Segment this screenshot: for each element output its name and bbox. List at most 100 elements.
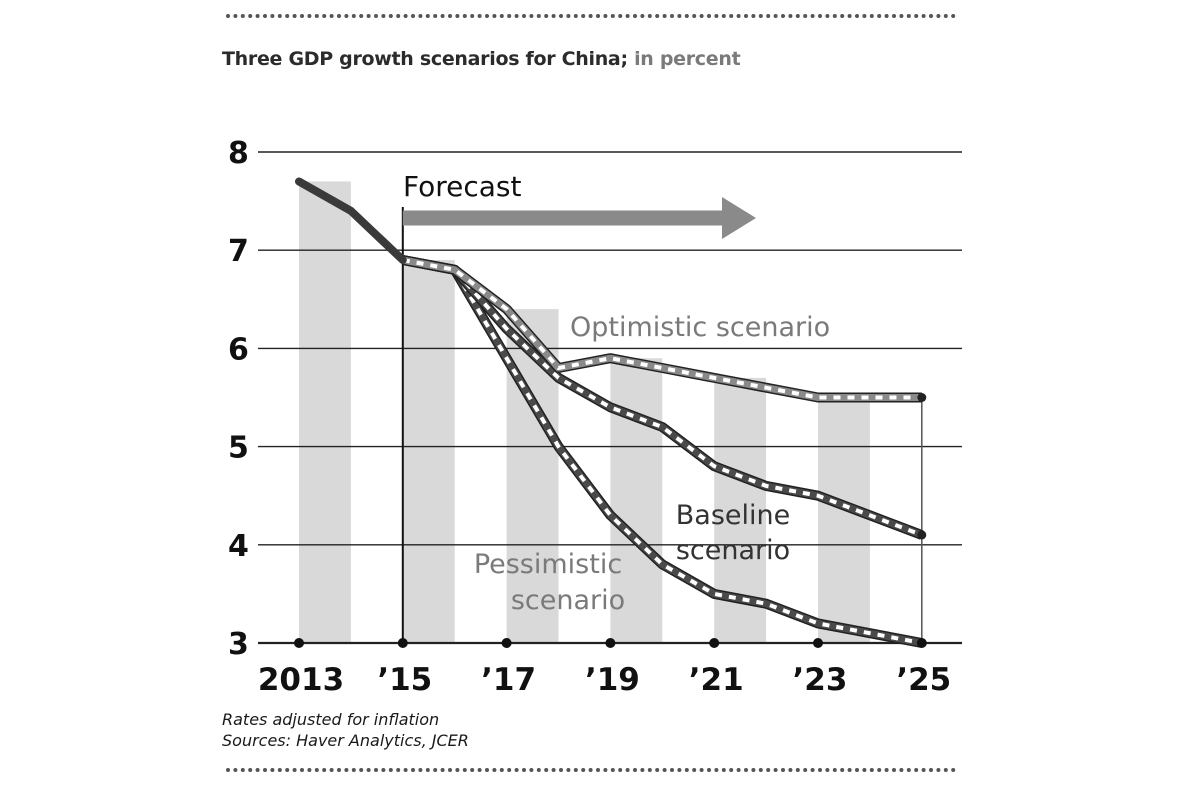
bottom-rule-dot: [744, 768, 748, 772]
top-rule-dot: [877, 14, 882, 18]
bottom-rule-dot: [729, 768, 734, 772]
forecast-label: Forecast: [403, 170, 522, 203]
bottom-rule-dot: [906, 768, 911, 772]
top-rule-dot: [544, 14, 549, 18]
top-rule-dot: [618, 14, 623, 18]
top-rule-dot: [359, 14, 364, 18]
top-rule-dot: [625, 14, 630, 18]
bottom-rule-dot: [455, 768, 460, 772]
top-rule-dot: [721, 14, 726, 18]
bottom-rule-dot: [396, 768, 401, 772]
bottom-rule-dot: [462, 768, 467, 772]
top-rule-dot: [559, 14, 563, 18]
bottom-rule-dot: [433, 768, 438, 772]
top-rule-dot: [855, 14, 859, 18]
historical-line: [295, 177, 407, 264]
top-dotted-rule: [226, 14, 956, 18]
bottom-rule-dot: [418, 768, 423, 772]
top-rule-dot: [699, 14, 704, 18]
chart-title: Three GDP growth scenarios for China; in…: [222, 46, 822, 72]
bottom-rule-dot: [411, 768, 415, 772]
x-tick-label: ’23: [793, 662, 848, 698]
x-tick-label: 2013: [258, 662, 344, 698]
bottom-rule-dot: [803, 768, 808, 772]
top-rule-dot: [388, 14, 393, 18]
bottom-rule-dot: [270, 768, 275, 772]
top-rule-dot: [707, 14, 711, 18]
top-rule-dot: [884, 14, 889, 18]
bottom-rule-dot: [625, 768, 630, 772]
top-rule-dot: [899, 14, 904, 18]
y-tick-label: 7: [228, 234, 249, 269]
shaded-band: [818, 397, 870, 643]
bottom-rule-dot: [307, 768, 312, 772]
top-rule-dot: [455, 14, 460, 18]
top-rule-dot: [692, 14, 697, 18]
bottom-rule-dot: [677, 768, 682, 772]
top-rule-dot: [921, 14, 926, 18]
bottom-rule-dot: [758, 768, 763, 772]
top-rule-dot: [396, 14, 401, 18]
top-rule-dot: [640, 14, 645, 18]
bottom-rule-dot: [647, 768, 652, 772]
bottom-rule-dot: [655, 768, 660, 772]
bottom-rule-dot: [699, 768, 704, 772]
top-rule-dot: [751, 14, 756, 18]
bottom-rule-dot: [662, 768, 667, 772]
bottom-rule-dot: [514, 768, 519, 772]
bottom-rule-dot: [248, 768, 253, 772]
top-rule-dot: [351, 14, 356, 18]
bottom-rule-dot: [292, 768, 297, 772]
x-tick-mark: [294, 638, 304, 648]
top-rule-dot: [470, 14, 475, 18]
x-tick-label: ’25: [896, 662, 951, 698]
bottom-rule-dot: [337, 768, 341, 772]
top-rule-dot: [337, 14, 341, 18]
bottom-rule-dot: [351, 768, 356, 772]
top-rule-dot: [788, 14, 793, 18]
top-rule-dot: [832, 14, 837, 18]
optimistic-scenario-label: Optimistic scenario: [570, 312, 830, 343]
top-rule-dot: [485, 14, 489, 18]
top-rule-dot: [329, 14, 334, 18]
bottom-rule-dot: [610, 768, 615, 772]
top-rule-dot: [300, 14, 304, 18]
bottom-rule-dot: [714, 768, 719, 772]
top-rule-dot: [818, 14, 822, 18]
bottom-rule-dot: [825, 768, 830, 772]
bottom-rule-dot: [359, 768, 364, 772]
top-rule-dot: [374, 14, 378, 18]
top-rule-dot: [270, 14, 275, 18]
top-rule-dot: [277, 14, 282, 18]
bottom-rule-dot: [862, 768, 867, 772]
bottom-rule-dot: [847, 768, 852, 772]
bottom-rule-dot: [507, 768, 512, 772]
top-rule-dot: [314, 14, 319, 18]
y-tick-label: 8: [228, 136, 249, 171]
bottom-rule-dot: [840, 768, 845, 772]
bottom-rule-dot: [810, 768, 815, 772]
top-rule-dot: [914, 14, 919, 18]
bottom-rule-dot: [374, 768, 378, 772]
top-rule-dot: [381, 14, 386, 18]
top-rule-dot: [522, 14, 526, 18]
bottom-rule-dot: [951, 768, 956, 772]
top-rule-dot: [781, 14, 785, 18]
note-sources: Sources: Haver Analytics, JCER: [222, 731, 469, 750]
y-tick-label: 3: [228, 627, 249, 662]
bottom-rule-dot: [751, 768, 756, 772]
top-rule-dot: [892, 14, 896, 18]
bottom-rule-dot: [559, 768, 563, 772]
top-rule-dot: [840, 14, 845, 18]
bottom-rule-dot: [226, 768, 230, 772]
top-rule-dot: [936, 14, 941, 18]
top-rule-dot: [403, 14, 408, 18]
bottom-rule-dot: [403, 768, 408, 772]
series-end-point: [917, 393, 927, 402]
bottom-rule-dot: [329, 768, 334, 772]
top-rule-dot: [906, 14, 911, 18]
pessimistic-scenario-label-line2: scenario: [511, 585, 625, 616]
x-axis: 2013 ’15 ’17 ’19 ’21 ’23 ’25: [258, 638, 951, 698]
forecast-marker: Forecast: [401, 170, 923, 643]
